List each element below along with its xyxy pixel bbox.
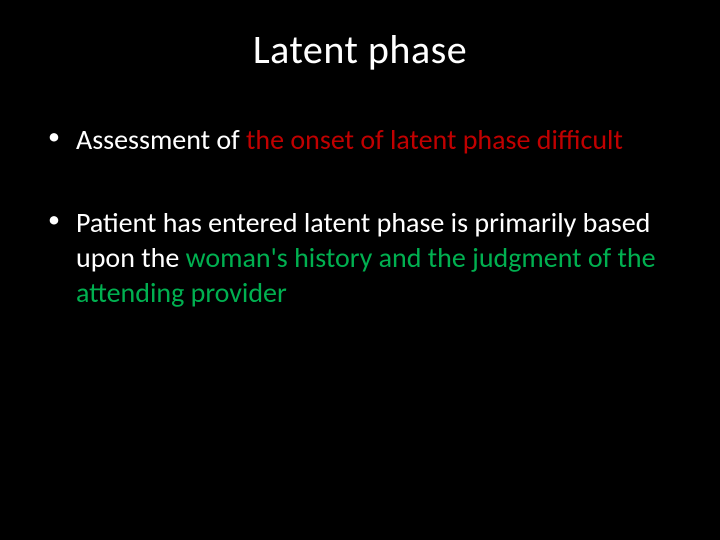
slide: Latent phase Assessment of the onset of … [0, 0, 720, 540]
text-run: Assessment of [76, 122, 246, 157]
bullet-item: Assessment of the onset of latent phase … [48, 122, 680, 157]
text-run: the onset of latent phase difficult [246, 122, 623, 157]
slide-title: Latent phase [40, 25, 680, 74]
bullet-list: Assessment of the onset of latent phase … [40, 122, 680, 310]
bullet-item: Patient has entered latent phase is prim… [48, 205, 680, 310]
